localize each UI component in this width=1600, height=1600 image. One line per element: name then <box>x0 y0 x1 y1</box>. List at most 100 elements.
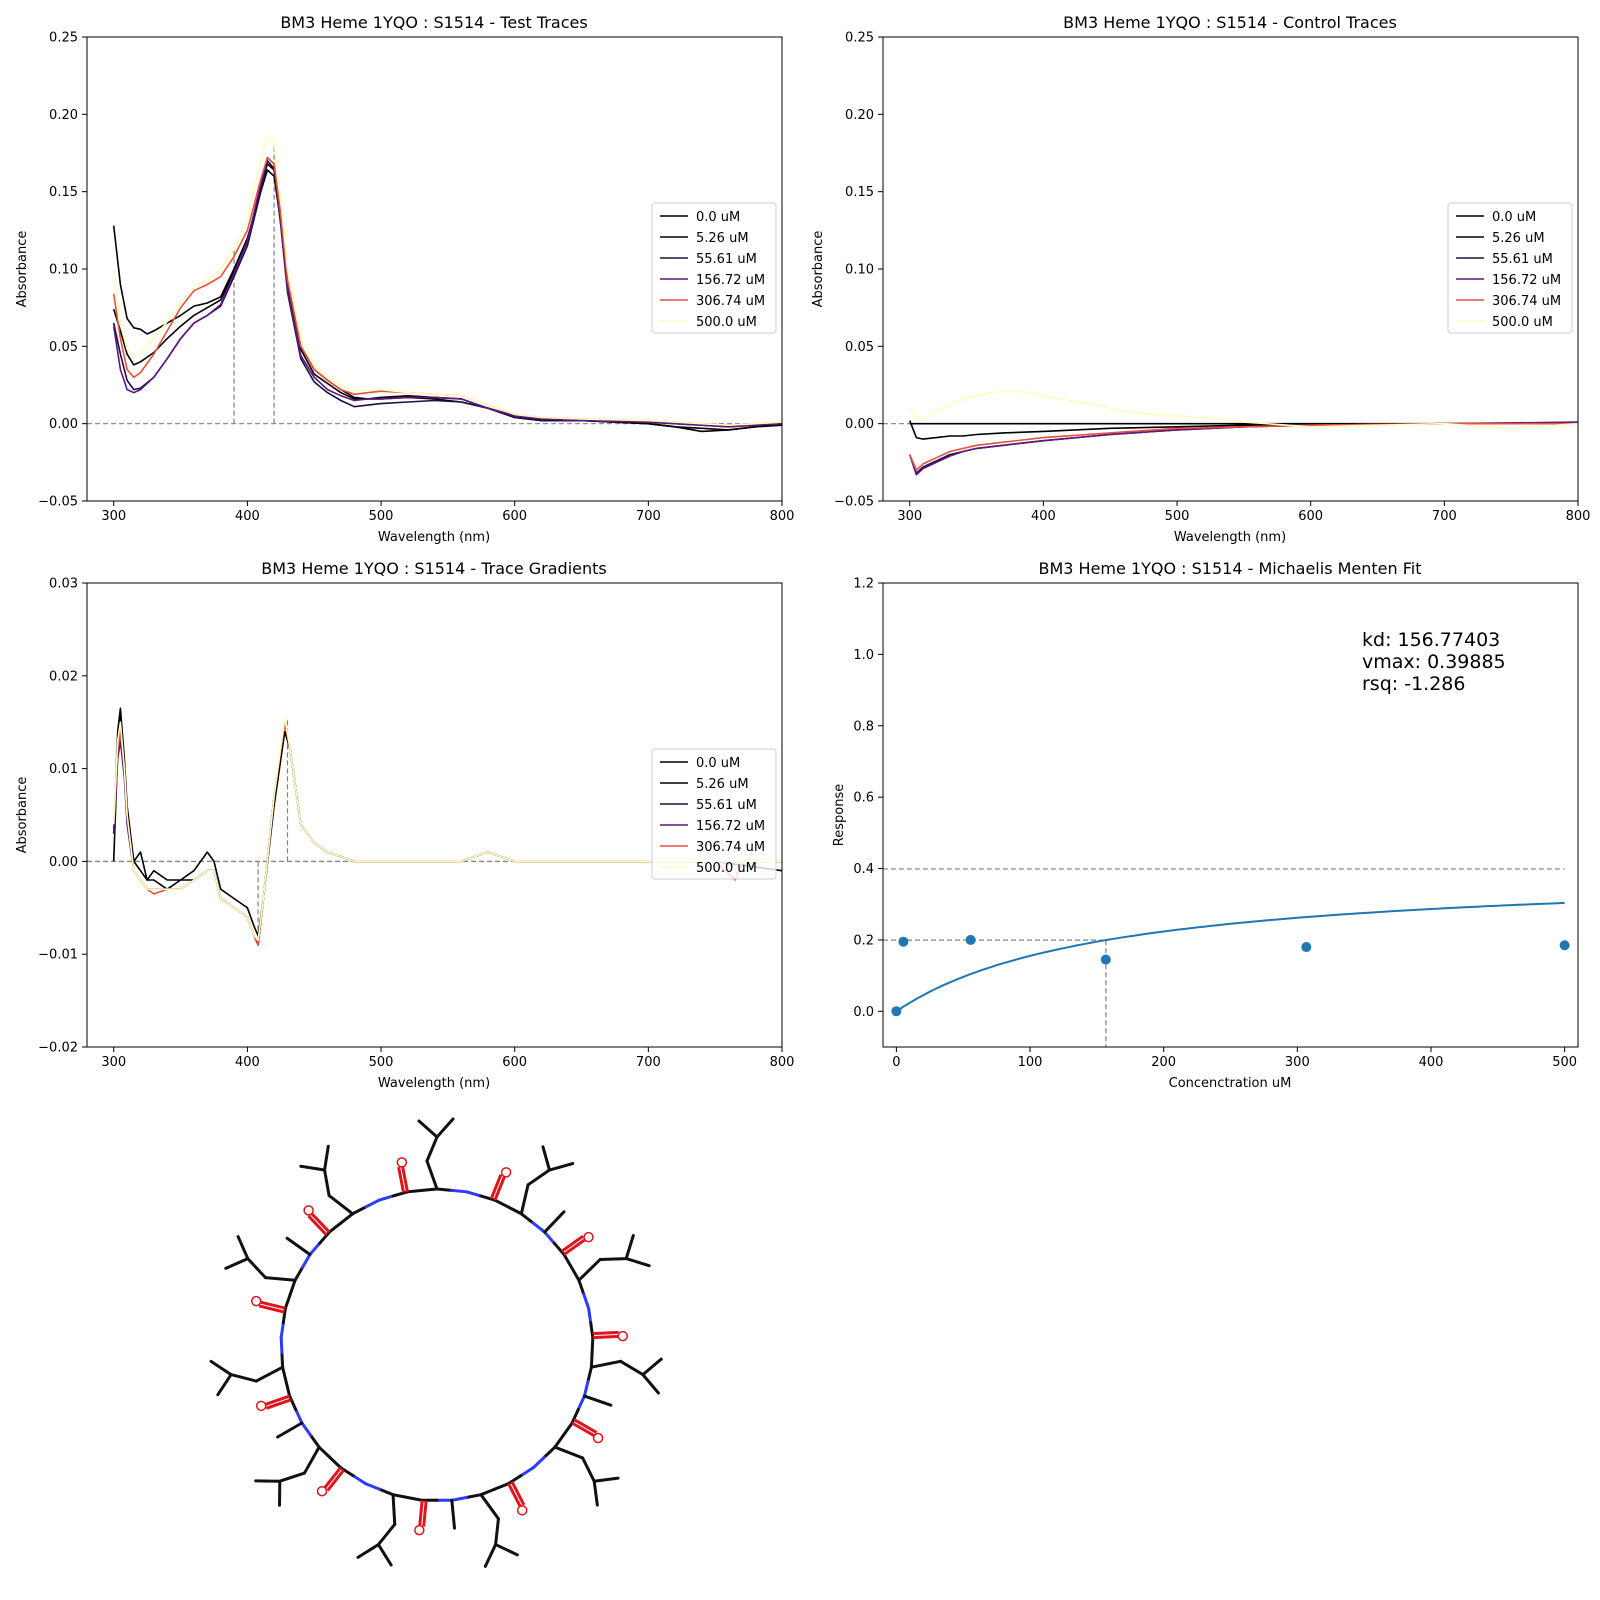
x-tick-label: 400 <box>235 509 260 524</box>
data-point <box>1100 954 1111 965</box>
oxygen-atom <box>303 1205 314 1216</box>
test-traces-panel: BM3 Heme 1YQO : S1514 - Test Traces Wave… <box>15 13 794 545</box>
methyl-bond <box>276 1421 304 1439</box>
bond <box>493 1198 510 1209</box>
plot-area <box>883 868 1570 1047</box>
plot-area <box>87 135 782 433</box>
bond <box>391 1190 409 1198</box>
side-chain-bond <box>278 1471 306 1483</box>
trace-gradients-xlabel: Wavelength (nm) <box>378 1076 490 1091</box>
oxygen-atom <box>396 1157 408 1168</box>
x-tick-label: 800 <box>770 509 795 524</box>
bond <box>279 1321 285 1340</box>
michaelis-menten-ylabel: Response <box>832 784 847 846</box>
bond <box>543 1230 556 1245</box>
bond <box>465 1190 483 1198</box>
legend-label: 156.72 uM <box>696 273 765 288</box>
test-traces-xlabel: Wavelength (nm) <box>378 530 490 545</box>
bond <box>281 1306 287 1325</box>
bond <box>308 1241 322 1257</box>
x-tick-label: 400 <box>1419 1055 1444 1070</box>
bond <box>553 1433 565 1449</box>
bond <box>450 1188 469 1194</box>
bond <box>582 1380 590 1398</box>
x-tick-label: 0 <box>892 1055 900 1070</box>
kd-annotation: kd: 156.77403 <box>1362 629 1500 651</box>
carbonyl-bond <box>573 1418 598 1434</box>
side-chain-bond <box>619 1359 645 1377</box>
bond <box>569 1265 581 1282</box>
x-tick-label: 600 <box>1298 509 1323 524</box>
y-tick-label: 0.00 <box>845 417 874 432</box>
bond <box>280 1350 285 1369</box>
oxygen-atom <box>500 1167 512 1178</box>
x-tick-label: 700 <box>1432 509 1457 524</box>
carbonyl-bond <box>592 1330 619 1336</box>
legend-label: 0.0 uM <box>1492 210 1536 225</box>
x-tick-label: 100 <box>1018 1055 1043 1070</box>
y-tick-label: 0.25 <box>49 31 78 46</box>
oxygen-atom <box>516 1505 528 1516</box>
carbonyl-bond <box>422 1500 428 1527</box>
plot-area <box>87 707 782 946</box>
side-chain-bond <box>425 1159 439 1191</box>
side-chain-bond <box>494 1517 500 1547</box>
carbonyl-bond <box>592 1334 619 1340</box>
y-tick-label: 0.2 <box>853 933 874 948</box>
bond <box>405 1188 424 1194</box>
control-traces-xlabel: Wavelength (nm) <box>1174 530 1286 545</box>
x-tick-label: 500 <box>1165 509 1190 524</box>
side-chain-bond <box>624 1234 635 1261</box>
bond <box>519 1212 535 1225</box>
bond <box>586 1365 593 1384</box>
bond <box>589 1321 595 1340</box>
series-line-5 <box>112 135 782 427</box>
series-line-2 <box>908 422 1578 475</box>
y-tick-label: 0.0 <box>853 1005 874 1020</box>
side-chain-bond <box>391 1493 397 1526</box>
bond <box>364 1482 381 1491</box>
methyl-bond <box>285 1236 312 1257</box>
bond <box>587 1306 593 1325</box>
legend-label: 306.74 uM <box>1492 294 1561 309</box>
michaelis-menten-panel: BM3 Heme 1YQO : S1514 - Michaelis Menten… <box>832 559 1579 1091</box>
plot-area <box>883 390 1578 476</box>
x-tick-label: 600 <box>502 1055 527 1070</box>
bond <box>561 1421 574 1437</box>
x-tick-label: 300 <box>897 509 922 524</box>
side-chain-bond <box>598 1257 628 1261</box>
bond <box>589 1350 594 1369</box>
bond <box>590 1336 595 1354</box>
fit-curve <box>895 901 1565 1013</box>
bond <box>531 1455 546 1470</box>
bond <box>435 1187 454 1192</box>
legend-label: 156.72 uM <box>1492 273 1561 288</box>
side-chain-bond <box>589 1359 623 1369</box>
michaelis-menten-xlabel: Concenctration uM <box>1169 1076 1292 1091</box>
legend-label: 5.26 uM <box>696 777 749 792</box>
carbonyl-bond <box>493 1175 507 1201</box>
bond <box>294 1408 304 1425</box>
side-chain-bond <box>254 1365 285 1383</box>
series-line-5 <box>909 390 1578 430</box>
bond <box>562 1253 573 1269</box>
legend-label: 500.0 uM <box>696 861 757 876</box>
bond <box>309 1433 321 1449</box>
side-chain-bond <box>417 1119 439 1139</box>
axes-frame <box>86 582 783 1048</box>
oxygen-atom <box>250 1295 262 1307</box>
carbonyl-bond <box>489 1173 503 1200</box>
bond <box>506 1205 523 1216</box>
bond <box>377 1194 395 1202</box>
axes-frame <box>882 582 1579 1048</box>
y-tick-label: 0.05 <box>49 340 78 355</box>
side-chain-bond <box>494 1543 519 1557</box>
bond <box>281 1365 288 1384</box>
bond <box>317 1445 332 1459</box>
y-tick-label: 0.02 <box>49 669 78 684</box>
y-tick-label: 0.6 <box>853 791 874 806</box>
y-tick-label: −0.05 <box>834 495 874 510</box>
carbonyl-bond <box>258 1304 285 1314</box>
y-tick-label: 0.15 <box>49 185 78 200</box>
carbonyl-bond <box>401 1166 409 1193</box>
